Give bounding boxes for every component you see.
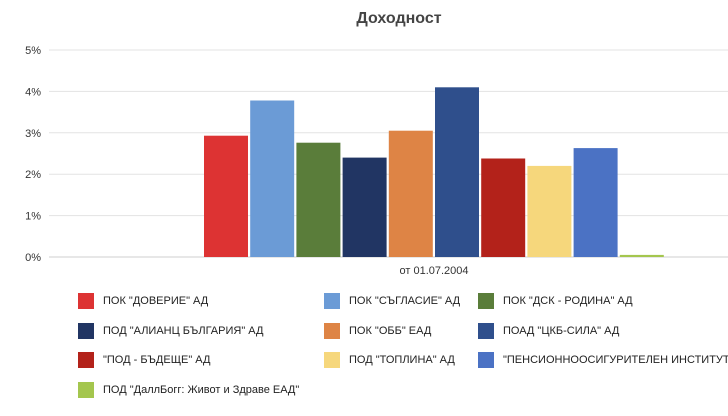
bar <box>250 100 295 257</box>
legend-item: ПОД "АЛИАНЦ БЪЛГАРИЯ" АД <box>78 323 263 339</box>
bars <box>204 87 664 257</box>
legend-item: ПОК "СЪГЛАСИЕ" АД <box>324 293 460 309</box>
legend-label: "ПОД - БЪДЕЩЕ" АД <box>103 354 211 366</box>
bar <box>204 135 248 257</box>
x-category-label: от 01.07.2004 <box>399 265 468 277</box>
legend-swatch <box>324 323 340 339</box>
y-tick-label: 4% <box>25 86 41 98</box>
y-tick-label: 2% <box>25 169 41 181</box>
legend-swatch <box>78 382 94 398</box>
y-tick-label: 3% <box>25 128 41 140</box>
legend-label: ПОК "СЪГЛАСИЕ" АД <box>349 295 461 307</box>
legend-label: ПОД "АЛИАНЦ БЪЛГАРИЯ" АД <box>103 325 264 337</box>
bar <box>481 158 526 257</box>
bar <box>342 157 387 257</box>
legend-item: "ПОД - БЪДЕЩЕ" АД <box>78 352 210 368</box>
y-tick-label: 5% <box>25 45 41 57</box>
bar <box>296 142 341 257</box>
y-axis-ticks: 0% 1% 2% 3% 4% 5% <box>25 45 41 264</box>
legend-label: ПОД "ДаллБогг: Живот и Здраве ЕАД" <box>103 384 300 396</box>
legend-swatch <box>478 352 494 368</box>
y-tick-label: 0% <box>25 252 41 264</box>
legend-label: ПОК "ДОВЕРИЕ" АД <box>103 295 209 307</box>
bar <box>619 254 664 257</box>
bar <box>527 165 572 257</box>
legend-swatch <box>478 293 494 309</box>
legend-label: ПОК "ДСК - РОДИНА" АД <box>503 295 633 307</box>
legend-item: ПОК "ДОВЕРИЕ" АД <box>78 293 208 309</box>
legend-label: "ПЕНСИОННООСИГУРИТЕЛЕН ИНСТИТУТ" АД <box>503 354 728 366</box>
legend-label: ПОАД "ЦКБ-СИЛА" АД <box>503 325 620 337</box>
legend-item: "ПЕНСИОННООСИГУРИТЕЛЕН ИНСТИТУТ" АД <box>478 352 728 368</box>
legend-swatch <box>78 352 94 368</box>
legend-label: ПОК "ОББ" ЕАД <box>349 325 432 337</box>
bar <box>573 148 618 257</box>
legend-swatch <box>78 293 94 309</box>
legend-label: ПОД "ТОПЛИНА" АД <box>349 354 455 366</box>
bar <box>435 87 479 257</box>
bar <box>388 130 433 257</box>
legend-item: ПОК "ДСК - РОДИНА" АД <box>478 293 633 309</box>
chart-title: Доходност <box>356 10 441 27</box>
legend-item: ПОК "ОББ" ЕАД <box>324 323 431 339</box>
legend-swatch <box>324 293 340 309</box>
legend-swatch <box>478 323 494 339</box>
legend-item: ПОД "ДаллБогг: Живот и Здраве ЕАД" <box>78 382 299 398</box>
legend-swatch <box>324 352 340 368</box>
legend-item: ПОАД "ЦКБ-СИЛА" АД <box>478 323 619 339</box>
legend-item: ПОД "ТОПЛИНА" АД <box>324 352 455 368</box>
legend-swatch <box>78 323 94 339</box>
y-tick-label: 1% <box>25 211 41 223</box>
